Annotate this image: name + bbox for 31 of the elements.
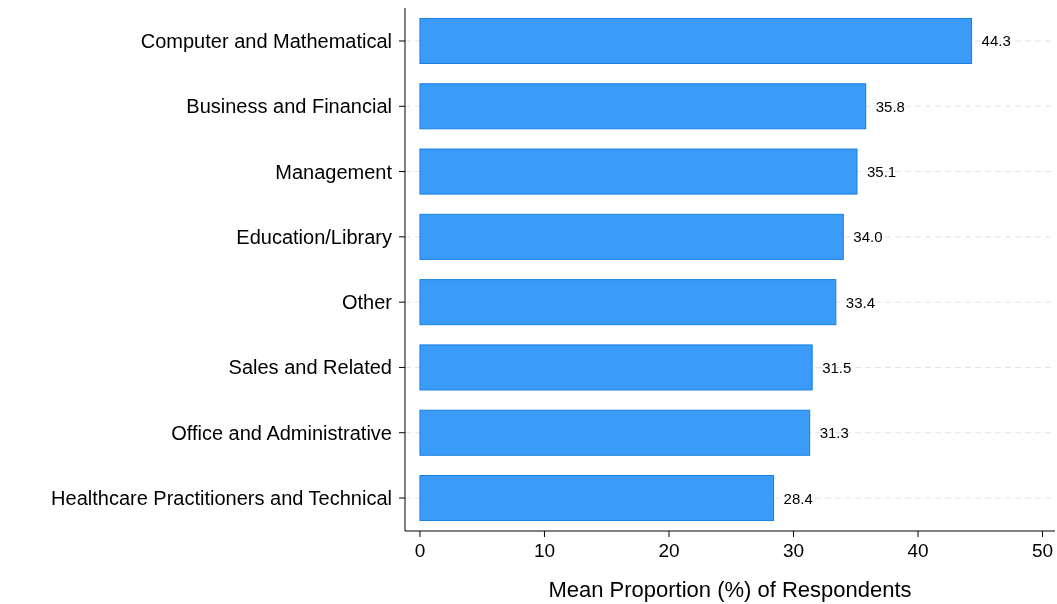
- bar: [419, 213, 844, 260]
- bar: [419, 344, 813, 391]
- data-label: 33.4: [845, 293, 876, 311]
- bar: [419, 148, 858, 195]
- bar: [419, 279, 837, 326]
- y-tick-label: Business and Financial: [186, 95, 392, 118]
- data-label: 35.8: [875, 97, 905, 115]
- y-tick-label: Education/Library: [236, 225, 392, 248]
- data-label: 35.1: [867, 163, 897, 181]
- y-tick-label: Other: [341, 291, 393, 314]
- x-axis-title: Mean Proportion (%) of Respondents: [548, 577, 912, 602]
- x-tick-label: 30: [782, 540, 805, 561]
- bar: [419, 409, 811, 456]
- x-tick-label: 20: [658, 540, 680, 561]
- data-label: 44.3: [981, 32, 1011, 50]
- data-label: 31.3: [819, 424, 849, 442]
- x-tick-label: 0: [414, 540, 426, 561]
- bar: [419, 17, 973, 64]
- bar: [419, 475, 775, 522]
- y-tick-label: Computer and Mathematical: [140, 29, 392, 52]
- bar: [419, 83, 867, 130]
- y-tick-label: Management: [275, 160, 393, 183]
- data-label: 34.0: [853, 228, 883, 246]
- x-tick-label: 10: [533, 540, 556, 561]
- y-tick-label: Sales and Related: [228, 356, 392, 379]
- x-tick-label: 50: [1031, 540, 1054, 561]
- y-tick-label: Healthcare Practitioners and Technical: [51, 487, 392, 510]
- x-tick-label: 40: [907, 540, 929, 561]
- data-label: 28.4: [783, 489, 813, 507]
- y-tick-label: Office and Administrative: [171, 421, 392, 444]
- data-label: 31.5: [822, 358, 852, 376]
